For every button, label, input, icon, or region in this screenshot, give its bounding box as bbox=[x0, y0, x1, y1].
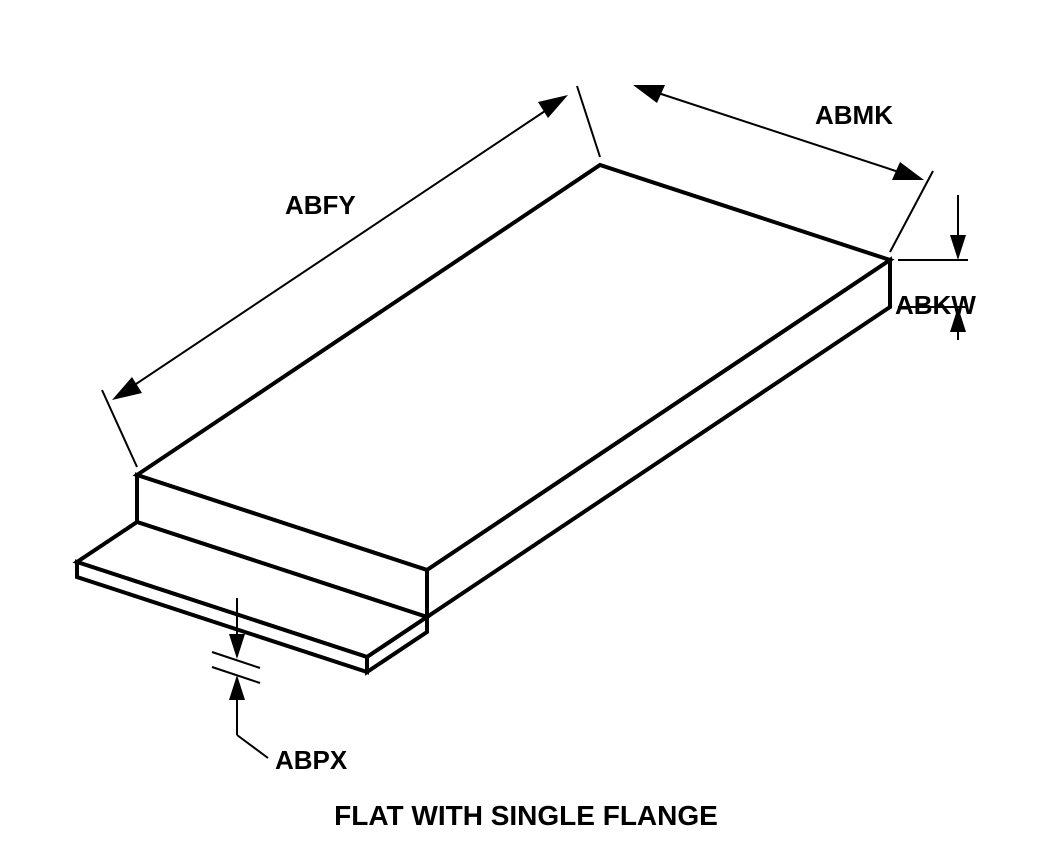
label-abkw: ABKW bbox=[895, 290, 976, 321]
label-abfy: ABFY bbox=[285, 190, 356, 221]
dim-abfy-ext2 bbox=[577, 86, 600, 157]
diagram-title: FLAT WITH SINGLE FLANGE bbox=[0, 800, 1052, 832]
dim-abkw-arrow1 bbox=[950, 235, 966, 260]
label-abmk: ABMK bbox=[815, 100, 893, 131]
dim-abpx-arrow1 bbox=[229, 634, 245, 659]
label-abpx: ABPX bbox=[275, 745, 347, 776]
dim-abmk-arrow1 bbox=[633, 85, 665, 103]
dim-abpx-leader bbox=[237, 735, 268, 758]
dim-abmk-ext2 bbox=[890, 171, 933, 252]
dim-abpx-arrow2 bbox=[229, 675, 245, 700]
dim-abfy-ext1 bbox=[102, 390, 137, 467]
dim-abfy-arrow1 bbox=[112, 377, 142, 400]
dim-abmk-arrow2 bbox=[892, 162, 924, 180]
dim-abfy-arrow2 bbox=[538, 95, 568, 118]
diagram-container: ABFY ABMK ABKW ABPX FLAT WITH SINGLE FLA… bbox=[0, 0, 1052, 860]
technical-drawing-svg bbox=[0, 0, 1052, 860]
